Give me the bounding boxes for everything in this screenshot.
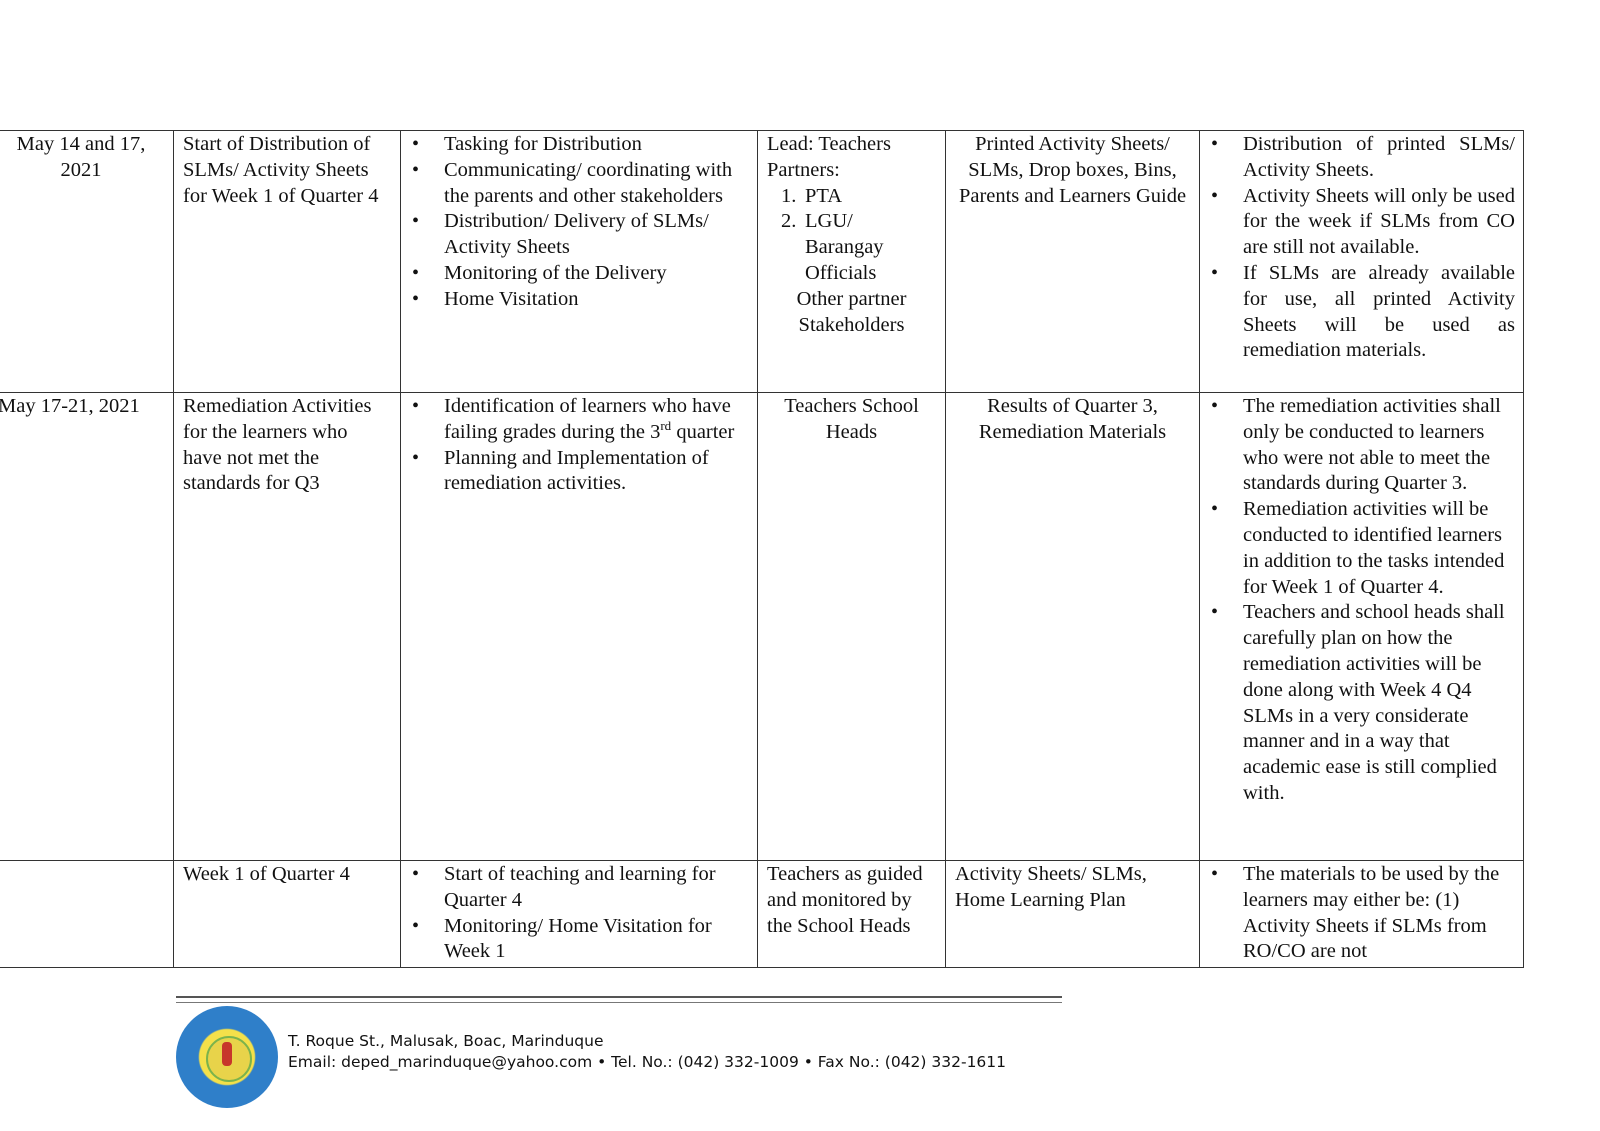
cell-persons-involved: Teachers School Heads	[757, 392, 946, 861]
footer-contact: T. Roque St., Malusak, Boac, Marinduque …	[288, 1031, 1006, 1073]
list-item: Tasking for Distribution	[410, 132, 748, 158]
cell-persons-involved: Teachers as guided and monitored by the …	[757, 859, 946, 969]
list-item: Communicating/ coordinating with the par…	[410, 158, 748, 210]
table-row: Week 1 of Quarter 4 Start of teaching and…	[0, 859, 1524, 969]
cell-date	[0, 859, 174, 969]
bullet-list: Identification of learners who have fail…	[410, 394, 748, 497]
cell-text: Teachers as guided and monitored by the …	[767, 863, 923, 937]
list-item: Distribution/ Delivery of SLMs/ Activity…	[410, 209, 748, 261]
cell-resources: Results of Quarter 3, Remediation Materi…	[945, 392, 1200, 861]
list-item: The remediation activities shall only be…	[1209, 394, 1515, 497]
table-row: May 14 and 17, 2021 Start of Distribution…	[0, 130, 1524, 393]
cell-tasks: Tasking for DistributionCommunicating/ c…	[400, 130, 758, 393]
cell-resources: Activity Sheets/ SLMs, Home Learning Pla…	[945, 859, 1200, 969]
activity-plan-table: May 14 and 17, 2021 Start of Distribution…	[0, 130, 1524, 969]
bullet-list: Start of teaching and learning for Quart…	[410, 862, 748, 965]
list-item: The materials to be used by the learners…	[1209, 862, 1515, 965]
list-item: Remediation activities will be conducted…	[1209, 497, 1515, 600]
cell-text: Printed Activity Sheets/ SLMs, Drop boxe…	[958, 133, 1187, 207]
cell-text: Lead: Teachers	[767, 133, 891, 155]
footer-contact-line: Email: deped_marinduque@yahoo.com • Tel.…	[288, 1053, 1007, 1071]
footer-address: T. Roque St., Malusak, Boac, Marinduque	[288, 1032, 604, 1050]
cell-tasks: Start of teaching and learning for Quart…	[400, 859, 758, 969]
list-item: Activity Sheets will only be used for th…	[1209, 184, 1515, 261]
cell-text: Activity Sheets/ SLMs, Home Learning Pla…	[955, 863, 1147, 911]
cell-remarks: Distribution of printed SLMs/ Activity S…	[1199, 130, 1524, 393]
list-item: Planning and Implementation of remediati…	[410, 446, 748, 498]
cell-activity: Week 1 of Quarter 4	[173, 859, 401, 969]
list-item: 1. PTA	[781, 184, 843, 207]
numbered-list: 1. PTA 2. LGU/ Barangay Officials	[767, 184, 936, 287]
cell-text: Results of Quarter 3, Remediation Materi…	[978, 395, 1167, 443]
list-item: Home Visitation	[410, 287, 748, 313]
table-row: May 17-21, 2021 Remediation Activities fo…	[0, 392, 1524, 861]
cell-text: May 14 and 17, 2021	[16, 133, 146, 181]
list-item: Identification of learners who have fail…	[410, 394, 748, 446]
cell-remarks: The remediation activities shall only be…	[1199, 392, 1524, 861]
cell-text: Partners:	[767, 158, 840, 181]
cell-text: May 17-21, 2021	[0, 395, 140, 417]
list-item: Distribution of printed SLMs/ Activity S…	[1209, 132, 1515, 184]
cell-date: May 17-21, 2021	[0, 392, 174, 861]
cell-activity: Start of Distribution of SLMs/ Activity …	[173, 130, 401, 393]
cell-remarks: The materials to be used by the learners…	[1199, 859, 1524, 969]
bullet-list: The remediation activities shall only be…	[1209, 394, 1515, 807]
cell-text: Start of Distribution of SLMs/ Activity …	[183, 133, 379, 207]
deped-division-seal-logo	[176, 1006, 278, 1108]
cell-tasks: Identification of learners who have fail…	[400, 392, 758, 861]
cell-text: Remediation Activities for the learners …	[183, 395, 372, 495]
list-item: Monitoring/ Home Visitation for Week 1	[410, 914, 748, 966]
cell-date: May 14 and 17, 2021	[0, 130, 174, 393]
list-item: Teachers and school heads shall carefull…	[1209, 600, 1515, 806]
cell-activity: Remediation Activities for the learners …	[173, 392, 401, 861]
cell-resources: Printed Activity Sheets/ SLMs, Drop boxe…	[945, 130, 1200, 393]
list-item: 2. LGU/ Barangay Officials	[781, 210, 884, 284]
cell-text: Week 1 of Quarter 4	[183, 863, 350, 885]
bullet-list: The materials to be used by the learners…	[1209, 862, 1515, 965]
footer-divider	[176, 996, 1062, 1003]
cell-text: Other partner Stakeholders	[796, 287, 907, 336]
list-item: Monitoring of the Delivery	[410, 261, 748, 287]
cell-persons-involved: Lead: Teachers Partners: 1. PTA 2. LGU/ Baran…	[757, 130, 946, 393]
bullet-list: Distribution of printed SLMs/ Activity S…	[1209, 132, 1515, 364]
bullet-list: Tasking for DistributionCommunicating/ c…	[410, 132, 748, 313]
cell-text: Teachers School Heads	[784, 395, 919, 443]
list-item: Start of teaching and learning for Quart…	[410, 862, 748, 914]
list-item: If SLMs are already available for use, a…	[1209, 261, 1515, 364]
